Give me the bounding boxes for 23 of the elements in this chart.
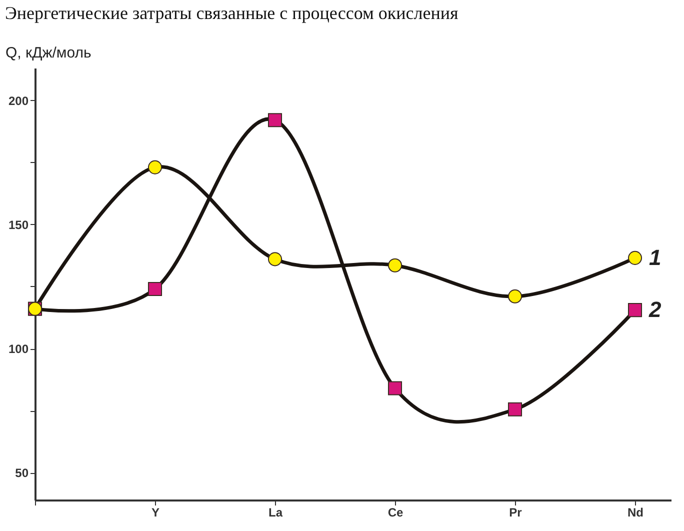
- y-tick-label: 100: [8, 342, 29, 356]
- point: [268, 252, 282, 266]
- point: [148, 160, 162, 174]
- point: [508, 289, 522, 304]
- y-tick-label: 50: [15, 466, 29, 480]
- point: [148, 282, 162, 296]
- point: [268, 113, 282, 128]
- x-tick-label: La: [268, 506, 283, 520]
- x-tick-label: Nd: [628, 506, 644, 520]
- series-label: 2: [648, 297, 662, 322]
- x-tick-label: Pr: [509, 506, 522, 520]
- x-tick-label: Y: [151, 506, 160, 520]
- series-label: 1: [649, 244, 662, 270]
- y-tick-label: 200: [8, 94, 29, 108]
- point: [508, 402, 522, 416]
- point: [628, 303, 642, 318]
- point: [628, 250, 642, 265]
- x-tick-label: Ce: [388, 506, 404, 520]
- point: [388, 258, 402, 272]
- y-axis-title: Q, кДж/моль: [6, 44, 92, 62]
- chart-title: Энергетические затраты связанные с процессом окисления: [5, 3, 458, 23]
- y-tick-label: 150: [8, 218, 29, 232]
- point: [388, 381, 402, 396]
